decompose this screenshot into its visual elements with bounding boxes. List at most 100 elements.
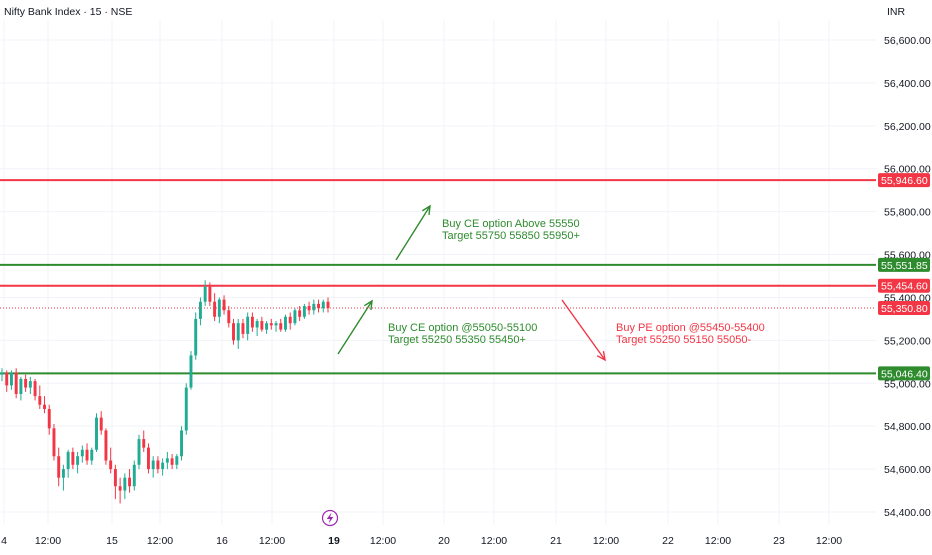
x-tick-label: 12:00	[259, 535, 285, 547]
y-tick-label: 54,400.00	[884, 507, 931, 519]
candle	[156, 456, 160, 474]
current-price-tag: 55,350.80	[878, 301, 930, 316]
candle	[109, 447, 113, 474]
candle	[302, 303, 306, 319]
annotation-line: Target 55750 55850 55950+	[442, 230, 580, 242]
candle	[255, 318, 259, 337]
annotation-line: Target 55250 55350 55450+	[388, 334, 526, 346]
candle	[118, 477, 122, 504]
candles	[0, 280, 330, 504]
candle	[165, 451, 169, 470]
candle	[241, 318, 245, 339]
annotation-line: Target 55250 55150 55050-	[616, 334, 752, 346]
price-level-tag: 55,046.40	[878, 366, 930, 381]
candle	[236, 318, 240, 349]
candle	[180, 426, 184, 461]
candle	[9, 370, 13, 390]
price-level-tag: 55,454.60	[878, 278, 930, 293]
annotation-line: Buy PE option @55450-55400	[616, 322, 765, 334]
price-level-tag: 55,551.85	[878, 257, 930, 272]
candle	[175, 454, 179, 470]
x-tick-label: 12:00	[816, 535, 842, 547]
svg-text:55,046.40: 55,046.40	[881, 368, 928, 380]
grid	[0, 20, 876, 525]
candle	[269, 318, 273, 330]
candle	[95, 413, 98, 452]
candle	[24, 374, 28, 392]
candle	[137, 434, 141, 470]
x-tick-label: 12:00	[705, 535, 731, 547]
candle	[80, 445, 84, 463]
y-tick-label: 54,600.00	[884, 464, 931, 476]
y-tick-label: 54,800.00	[884, 421, 931, 433]
y-tick-label: 55,000.00	[884, 378, 931, 390]
candle	[71, 447, 75, 470]
price-level-tag: 55,946.60	[878, 173, 930, 188]
candle	[128, 469, 132, 493]
candle	[227, 306, 231, 328]
candle	[260, 316, 264, 332]
candle	[189, 351, 193, 390]
x-tick-label: 19	[328, 535, 340, 547]
candle	[217, 297, 221, 324]
candle	[222, 295, 226, 315]
candle	[33, 378, 37, 401]
x-tick-label: 12:00	[481, 535, 507, 547]
candle	[99, 411, 103, 435]
annotation-line: Buy CE option Above 55550	[442, 218, 580, 230]
svg-text:55,454.60: 55,454.60	[881, 281, 928, 293]
candle	[265, 321, 269, 334]
candle	[0, 368, 4, 382]
y-tick-label: 56,600.00	[884, 35, 931, 47]
candle	[66, 449, 70, 478]
candle	[293, 308, 297, 326]
arrow-up-icon	[395, 204, 431, 261]
candle	[312, 299, 316, 315]
x-tick-label: 15	[106, 535, 118, 547]
candle	[113, 464, 117, 500]
y-tick-label: 56,400.00	[884, 78, 931, 90]
price-levels	[0, 179, 876, 375]
x-tick-label: 12:00	[35, 535, 61, 547]
candle	[104, 428, 108, 465]
y-tick-label: 55,200.00	[884, 335, 931, 347]
x-tick-label: 12:00	[370, 535, 396, 547]
x-tick-label: 23	[773, 535, 785, 547]
svg-text:55,551.85: 55,551.85	[881, 260, 928, 272]
candle	[208, 282, 212, 307]
lightning-icon[interactable]	[321, 509, 339, 527]
candle	[279, 318, 283, 332]
y-tick-label: 56,200.00	[884, 121, 931, 133]
candle	[321, 299, 325, 313]
candle	[142, 430, 146, 452]
x-tick-label: 21	[550, 535, 562, 547]
candle	[38, 385, 42, 410]
candle	[76, 451, 80, 474]
x-tick-label: 22	[662, 535, 674, 547]
candle	[28, 376, 32, 394]
candle	[161, 458, 165, 476]
candle	[317, 299, 321, 313]
x-tick-label: 12:00	[593, 535, 619, 547]
x-tick-label: 12:00	[147, 535, 173, 547]
candle	[298, 306, 302, 322]
candle	[284, 314, 287, 332]
x-tick-label: 4	[1, 535, 7, 547]
svg-text:55,946.60: 55,946.60	[881, 175, 928, 187]
candle	[232, 318, 235, 345]
candle	[146, 443, 150, 474]
candle	[123, 473, 127, 500]
svg-text:55,350.80: 55,350.80	[881, 303, 928, 315]
candle	[326, 297, 330, 313]
candle	[203, 280, 207, 307]
candle	[47, 404, 51, 435]
candle	[170, 454, 174, 470]
candle	[194, 312, 198, 360]
chart-title: Nifty Bank Index · 15 · NSE	[4, 6, 133, 18]
y-tick-label: 55,800.00	[884, 207, 931, 219]
arrow-down-icon	[561, 299, 606, 362]
